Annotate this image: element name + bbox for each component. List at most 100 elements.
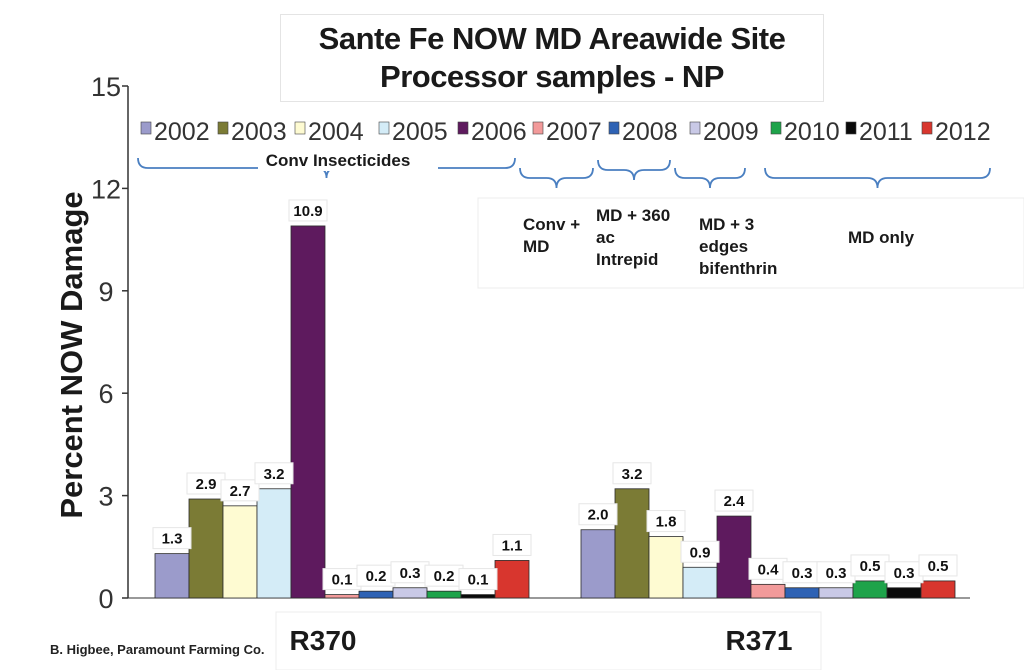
data-label-R371-2008: 0.3 (792, 565, 813, 582)
bar-R370-2007 (324, 594, 360, 599)
legend-swatch-2005 (378, 121, 390, 135)
category-labels: R370 R371 (275, 611, 822, 670)
data-label-R371-2002: 2.0 (588, 507, 609, 524)
data-label-box (288, 199, 328, 222)
legend: 2002 2003 2004 2005 2006 2007 2008 2009 2010 2011… (140, 118, 991, 146)
annotation-md-3edges-line-3: bifenthrin (699, 259, 777, 278)
data-label-R371-2006: 2.4 (724, 493, 746, 510)
data-label-R371-2010: 0.5 (860, 558, 881, 575)
y-tick-label: 12 (91, 174, 121, 204)
data-labels: 1.3 2.9 2.7 3.2 10.9 0.1 0.2 0.3 0.2 0.1 1.1 2.0 3.2… (152, 199, 958, 591)
annotation-panel (477, 197, 1024, 289)
bar-R371-2010 (852, 580, 888, 599)
bar-R370-2010 (426, 590, 462, 599)
annotation-md-3edges-line-2: edges (699, 237, 748, 256)
annotation-conv-md-line-1: Conv + (523, 215, 580, 234)
legend-swatch-2010 (770, 121, 782, 135)
data-label-R370-2005: 3.2 (264, 466, 285, 483)
legend-label-2011: 2011 (859, 118, 913, 146)
legend-label-2002: 2002 (154, 118, 210, 146)
brace-md-360 (597, 159, 671, 181)
legend-swatch-2011 (845, 121, 857, 135)
annotation-conv-md-line-2: MD (523, 237, 549, 256)
data-label-R371-2004: 1.8 (656, 514, 677, 531)
legend-label-2009: 2009 (703, 118, 759, 146)
data-label-R370-2011: 0.1 (468, 572, 489, 589)
y-axis-label: Percent NOW Damage (54, 191, 89, 519)
data-label-R370-2012: 1.1 (502, 537, 523, 554)
data-label-R371-2005: 0.9 (690, 544, 711, 561)
bar-R371-2009 (818, 587, 854, 599)
bar-R370-2002 (154, 553, 190, 599)
data-label-box (646, 510, 686, 533)
y-tick-label: 3 (98, 482, 113, 512)
legend-swatch-2009 (689, 121, 701, 135)
category-label-R371: R371 (726, 625, 793, 656)
bars (154, 225, 956, 599)
data-label-box (458, 568, 498, 591)
legend-swatch-2007 (532, 121, 544, 135)
brace-conv-md (519, 167, 594, 189)
data-label-R371-2011: 0.3 (894, 565, 915, 582)
legend-swatch-2006 (457, 121, 469, 135)
y-tick-label: 0 (98, 584, 113, 614)
data-label-R370-2006: 10.9 (293, 203, 322, 220)
bar-R371-2002 (580, 529, 616, 599)
data-label-R370-2010: 0.2 (434, 568, 455, 585)
data-label-box (918, 554, 958, 577)
data-label-R370-2003: 2.9 (196, 476, 217, 493)
chart-title-line-2: Processor samples - NP (380, 59, 724, 94)
bar-R371-2004 (648, 536, 684, 599)
credit-text: B. Higbee, Paramount Farming Co. (50, 642, 265, 657)
y-tick-label: 6 (98, 379, 113, 409)
annotation-md-360-line-1: MD + 360 (596, 206, 670, 225)
data-label-R370-2008: 0.2 (366, 568, 387, 585)
legend-label-2003: 2003 (231, 118, 287, 146)
data-label-R370-2007: 0.1 (332, 572, 353, 589)
annotation-md-360-line-3: Intrepid (596, 250, 658, 269)
legend-label-2010: 2010 (784, 118, 840, 146)
brace-md-only (764, 167, 991, 189)
legend-swatch-2003 (217, 121, 229, 135)
annotation-md-only: MD only (848, 228, 915, 247)
data-label-R370-2009: 0.3 (400, 565, 421, 582)
brace-conv-insecticides (137, 157, 516, 179)
legend-label-2004: 2004 (308, 118, 364, 146)
bar-R370-2004 (222, 505, 258, 599)
bar-R371-2005 (682, 566, 718, 599)
data-label-R371-2007: 0.4 (758, 561, 780, 578)
bar-R371-2006 (716, 515, 752, 599)
data-label-box (612, 462, 652, 485)
bar-R371-2008 (784, 587, 820, 599)
legend-label-2005: 2005 (392, 118, 448, 146)
bar-R370-2011 (460, 594, 496, 599)
annotations: Conv Insecticides Conv + MD MD + 360 ac Intre… (137, 147, 1024, 289)
legend-swatch-2002 (140, 121, 152, 135)
bar-R371-2003 (614, 488, 650, 599)
bar-R370-2008 (358, 590, 394, 599)
annotation-conv-insecticides: Conv Insecticides (266, 151, 411, 170)
bar-R370-2003 (188, 498, 224, 599)
y-tick-label: 9 (98, 277, 113, 307)
legend-label-2012: 2012 (935, 118, 991, 146)
data-label-box (152, 527, 192, 550)
bar-R370-2005 (256, 488, 292, 599)
chart-title-line-1: Sante Fe NOW MD Areawide Site (318, 21, 786, 56)
data-label-box (254, 462, 294, 485)
category-label-box (275, 611, 822, 670)
data-label-box (578, 503, 618, 526)
data-label-box (220, 479, 260, 502)
data-label-R371-2009: 0.3 (826, 565, 847, 582)
annotation-md-3edges-line-1: MD + 3 (699, 215, 754, 234)
data-label-box (492, 533, 532, 556)
legend-label-2006: 2006 (471, 118, 527, 146)
bar-R371-2011 (886, 587, 922, 599)
bar-R371-2012 (920, 580, 956, 599)
y-tick-label: 15 (91, 72, 121, 102)
bar-R370-2009 (392, 587, 428, 599)
legend-swatch-2004 (294, 121, 306, 135)
legend-label-2007: 2007 (546, 118, 602, 146)
legend-label-2008: 2008 (622, 118, 678, 146)
data-label-box (714, 489, 754, 512)
